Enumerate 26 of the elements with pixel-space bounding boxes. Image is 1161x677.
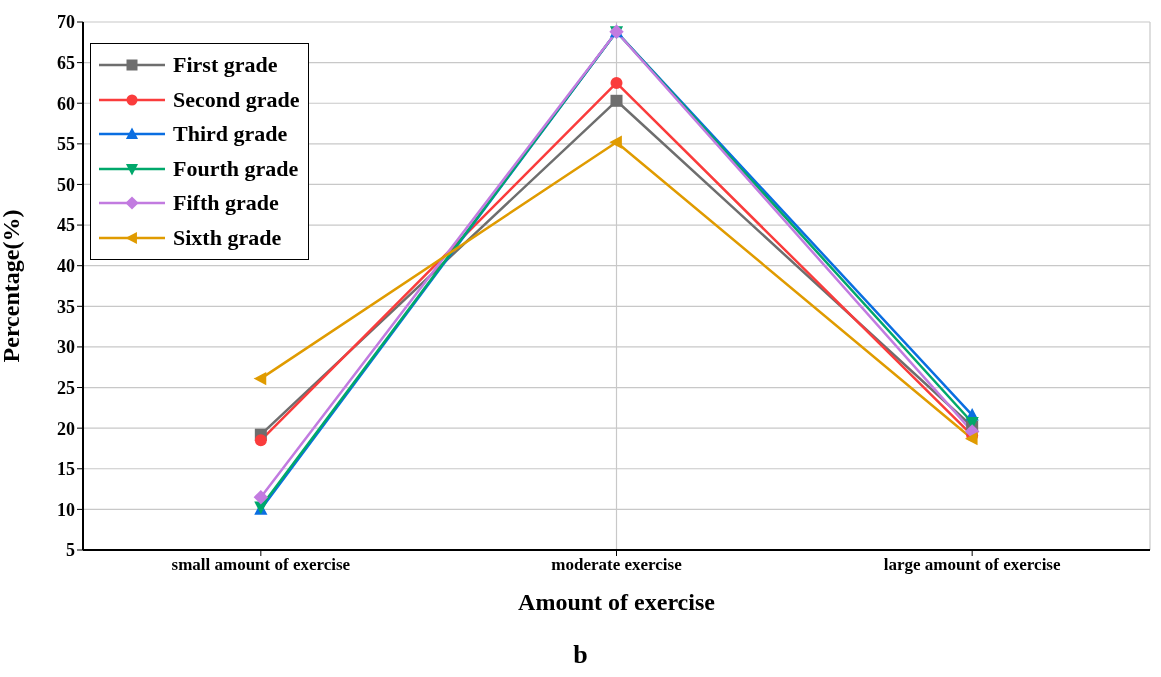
y-tick-label: 45 — [57, 215, 75, 236]
legend-label: Third grade — [173, 121, 288, 148]
legend-label: Fourth grade — [173, 155, 299, 182]
x-tick-label: large amount of exercise — [883, 555, 1061, 575]
y-tick-label: 35 — [57, 296, 75, 317]
y-tick-label: 70 — [57, 12, 75, 33]
y-tick-label: 10 — [57, 499, 75, 520]
legend-label: Fifth grade — [173, 190, 279, 217]
legend-label: Second grade — [173, 86, 300, 113]
x-tick-label: moderate exercise — [551, 555, 683, 575]
y-tick-label: 25 — [57, 377, 75, 398]
y-tick-label: 50 — [57, 174, 75, 195]
legend-label: Sixth grade — [173, 224, 282, 251]
y-tick-label: 30 — [57, 337, 75, 358]
y-tick-label: 65 — [57, 53, 75, 74]
y-tick-label: 5 — [66, 540, 75, 561]
y-tick-label: 40 — [57, 256, 75, 277]
x-axis-title: Amount of exercise — [518, 589, 716, 615]
y-tick-label: 60 — [57, 93, 75, 114]
y-tick-label: 20 — [57, 418, 75, 439]
legend-label: First grade — [173, 52, 278, 79]
x-tick-label: small amount of exercise — [171, 555, 351, 575]
y-tick-label: 15 — [57, 459, 75, 480]
y-tick-label: 55 — [57, 134, 75, 155]
y-axis-title: Percentage(%) — [0, 209, 24, 363]
text: b — [572, 640, 589, 670]
